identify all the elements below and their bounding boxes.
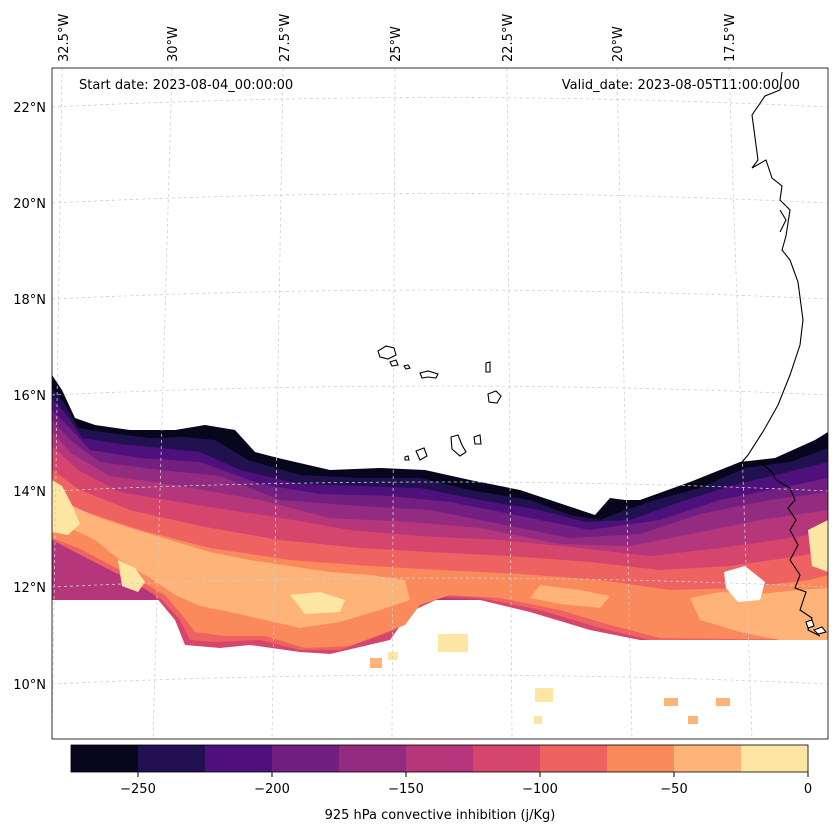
lat-label: 12°N: [13, 581, 46, 596]
cin-cell: [664, 698, 678, 706]
colorbar-tick-label: 0: [804, 782, 812, 797]
lon-label: 32.5°W: [57, 14, 72, 62]
colorbar-segment: [473, 745, 541, 772]
island-fogo: [415, 447, 428, 461]
bissagos-islands: [805, 619, 827, 635]
lon-label: 17.5°W: [723, 14, 738, 62]
island-santiago: [450, 434, 467, 457]
colorbar-tick: −100: [522, 772, 558, 797]
lon-label: 25°W: [389, 26, 404, 62]
lon-label: 22.5°W: [501, 14, 516, 62]
lat-label: 14°N: [13, 485, 46, 500]
map-frame: [51, 67, 829, 740]
colorbar-segment: [540, 745, 608, 772]
colorbar-segment: [607, 745, 675, 772]
map-gridlines: [52, 68, 828, 739]
coastlines: [377, 71, 827, 637]
cin-band-paleyellow: [290, 592, 345, 614]
colorbar-tick-label: −200: [254, 782, 290, 797]
cin-cell: [534, 716, 542, 724]
colorbar-segment: [741, 745, 809, 772]
cin-cell: [535, 688, 553, 702]
colorbar-tick: −200: [254, 772, 290, 797]
island-boa-vista: [487, 390, 502, 404]
colorbar-tick-label: −50: [660, 782, 687, 797]
island-maio: [473, 434, 482, 445]
cin-cell: [716, 698, 730, 706]
colorbar-tick-label: −100: [522, 782, 558, 797]
colorbar-tick: −250: [120, 772, 156, 797]
colorbar-frame: [70, 744, 809, 773]
cin-band-lightorange: [690, 588, 828, 640]
colorbar-ticks: −250 −200 −150 −100 −50 0: [120, 772, 812, 797]
colorbar-tick-label: −250: [120, 782, 156, 797]
island-santa-luzia: [403, 364, 411, 370]
island-sal: [485, 361, 491, 373]
lat-label: 22°N: [13, 101, 46, 116]
lon-label: 27.5°W: [278, 14, 293, 62]
african-coastline: [740, 71, 821, 637]
cin-band-lightorange: [530, 585, 610, 608]
african-coastline-detail: [779, 209, 787, 233]
colorbar-tick: −150: [388, 772, 424, 797]
cin-band-paleyellow: [808, 520, 828, 572]
colorbar-segment: [406, 745, 474, 772]
colorbar-tick: 0: [804, 772, 812, 797]
cin-cell: [370, 658, 382, 668]
lon-label: 20°W: [611, 26, 626, 62]
colorbar: [70, 744, 809, 773]
colorbar-title: 925 hPa convective inhibition (j/Kg): [324, 808, 556, 823]
island-santo-antao: [377, 345, 397, 360]
colorbar-segment: [272, 745, 340, 772]
colorbar-segment: [339, 745, 407, 772]
colorbar-tick: −50: [660, 772, 688, 797]
lat-label: 18°N: [13, 293, 46, 308]
lat-label: 16°N: [13, 389, 46, 404]
start-date-label: Start date: 2023-08-04_00:00:00: [79, 78, 294, 93]
cin-gap: [796, 640, 812, 668]
cin-cell: [388, 652, 398, 660]
cin-cell: [688, 716, 698, 724]
colorbar-segment: [71, 745, 139, 772]
cin-cell: [438, 634, 468, 652]
cin-field: [52, 375, 828, 724]
island-sao-nicolau: [419, 370, 439, 379]
island-sao-vicente: [389, 359, 399, 367]
colorbar-segment: [205, 745, 273, 772]
latitude-labels: 22°N 20°N 18°N 16°N 14°N 12°N 10°N: [13, 101, 46, 693]
lat-label: 20°N: [13, 197, 46, 212]
lon-label: 30°W: [166, 26, 181, 62]
longitude-labels: 32.5°W 30°W 27.5°W 25°W 22.5°W 20°W 17.5…: [57, 14, 738, 62]
island-brava: [404, 455, 410, 461]
lat-label: 10°N: [13, 678, 46, 693]
cin-gap: [724, 566, 765, 602]
colorbar-tick-label: −150: [388, 782, 424, 797]
cin-band-paleyellow: [52, 480, 80, 535]
colorbar-segment: [674, 745, 742, 772]
valid-date-label: Valid_date: 2023-08-05T11:00:00.00: [561, 78, 800, 93]
colorbar-segment: [138, 745, 206, 772]
